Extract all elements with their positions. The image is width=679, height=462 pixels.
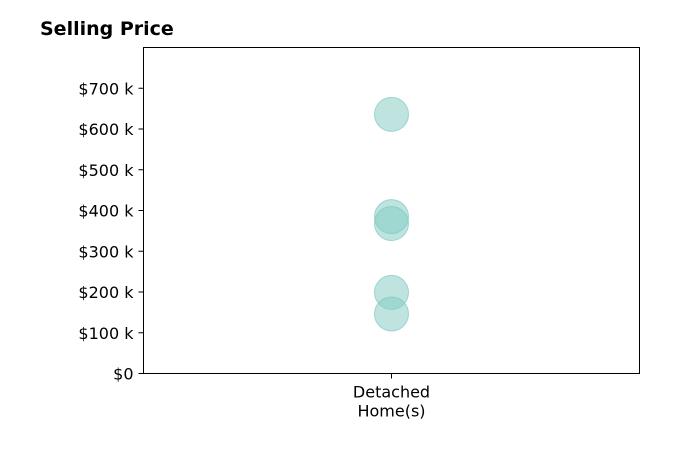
data-point (374, 96, 409, 132)
y-tick-label: $300 k (78, 242, 134, 261)
data-point (374, 296, 409, 332)
y-tick-label: $0 (113, 365, 133, 384)
y-tick-label: $700 k (78, 79, 134, 98)
y-axis: $0 $100 k $200 k $300 k $400 k $500 k $600 k $7… (78, 79, 144, 384)
y-tick-label: $400 k (78, 202, 134, 221)
chart-title: Selling Price (40, 18, 174, 40)
x-tick-label: Detached Home(s) (353, 383, 430, 421)
data-point (374, 206, 409, 242)
y-tick-label: $600 k (78, 120, 134, 139)
y-tick-label: $100 k (78, 324, 134, 343)
y-tick-label: $200 k (78, 283, 134, 302)
x-axis: Detached Home(s) (353, 373, 430, 421)
plot-area (143, 47, 640, 374)
data-points (374, 96, 409, 332)
y-tick-label: $500 k (78, 161, 134, 180)
